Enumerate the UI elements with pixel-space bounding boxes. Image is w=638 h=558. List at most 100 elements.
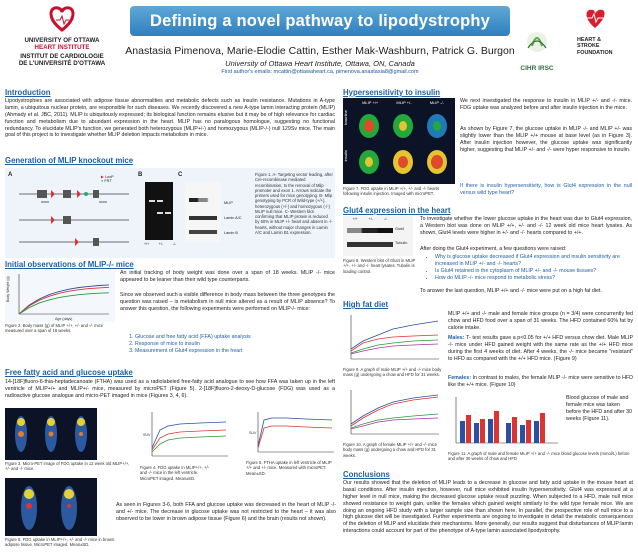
experiment-item: Glucose and free fatty acid (FFA) uptake… bbox=[135, 334, 334, 341]
gel-lane-wt: +/+ bbox=[144, 242, 150, 246]
hfd-males: Males: T- test results gave a p<0.05 for… bbox=[448, 335, 633, 363]
gel-lane-het: +/- bbox=[158, 242, 164, 246]
poster-title: Defining a novel pathway to lipodystroph… bbox=[130, 6, 510, 36]
legend-frt: FRT bbox=[104, 179, 112, 183]
bat-pet-image bbox=[21, 486, 77, 530]
wb-label-lamin-ac: Lamin A/C bbox=[224, 216, 242, 220]
row-label-baseline: baseline bbox=[343, 110, 348, 125]
wb-row-glut4: Glut4 bbox=[395, 227, 405, 231]
glut4-answer: To answer the last question, MLIP +/+ an… bbox=[420, 288, 602, 294]
figure6-bat-image bbox=[5, 478, 97, 536]
genotyping-gel-image bbox=[145, 182, 173, 240]
cihr-text: CIHR IRSC bbox=[520, 65, 554, 72]
wb-label-lamin-b: Lamin B bbox=[224, 231, 238, 235]
wb-col-ko: -/- bbox=[384, 217, 388, 221]
males-label: Males: bbox=[448, 335, 465, 341]
body-weight-chart: Body Weight (g) Age (days) bbox=[5, 270, 115, 322]
wb-col-wt: +/+ bbox=[352, 217, 358, 221]
males-text: T- test results gave a p<0.05 for +/+ HF… bbox=[448, 335, 633, 362]
pet-column-labels: MLIP +/+ MLIP +/- MLIP -/- bbox=[353, 100, 453, 105]
col-label-het: MLIP +/- bbox=[396, 100, 412, 105]
figure8-caption: Figure 8. Western blot of Glut4 in MLIP … bbox=[343, 258, 416, 274]
hfd-text3: Blood glucose of male and female mice wa… bbox=[566, 395, 632, 422]
institut-name: INSTITUT DE CARDIOLOGIE bbox=[20, 53, 104, 61]
hyper-question: If there is insulin hypersensitivity, ho… bbox=[460, 183, 632, 196]
heart-stroke-icon bbox=[586, 9, 605, 29]
figure7-pet-grid: baseline insulin MLIP +/+ MLIP +/- MLIP … bbox=[343, 98, 455, 184]
author-emails: First author's emails: mcattin@ottawahea… bbox=[221, 69, 419, 75]
hfd-females: Females: In contrast to males, the femal… bbox=[448, 375, 633, 389]
figure4-caption: Figure 4. FDG uptake in MLIP+/+, +/- and… bbox=[140, 465, 210, 481]
hyper-title: Hypersensitivity to insulin bbox=[343, 88, 441, 97]
initial-intro-text: An initial tracking of body weight was d… bbox=[120, 270, 335, 283]
figure3-micropet-image bbox=[5, 408, 97, 460]
glut4-questions: Why is glucose uptake decreased if Glut4… bbox=[424, 254, 632, 282]
panel-b-label: B bbox=[138, 172, 143, 178]
glut4-text1: To investigate whether the lower glucose… bbox=[420, 216, 632, 236]
experiment-item: Response of mice to insulin bbox=[135, 341, 334, 348]
intro-title: Introduction bbox=[5, 88, 51, 97]
ffa-text: 14-[18F]fluoro-6-thia-heptadecanoate (FT… bbox=[5, 379, 335, 399]
targeting-vector-diagram bbox=[19, 190, 129, 246]
question-item: Why is glucose uptake decreased if Glut4… bbox=[435, 254, 632, 268]
ffa-title: Free fatty acid and glucose uptake bbox=[5, 368, 133, 377]
glut4-title: Glut4 expression in the heart bbox=[343, 206, 451, 215]
initial-text2: Since we observed such a visible differe… bbox=[120, 292, 335, 312]
fdg-uptake-chart: SUV bbox=[140, 408, 230, 463]
heart-logo-line2: STROKE bbox=[577, 43, 600, 50]
initial-title: Initial observations of MLIP-/- mice bbox=[5, 260, 134, 269]
col-label-wt: MLIP +/+ bbox=[362, 100, 379, 105]
gel-lane-labels: +/+ +/- -/- bbox=[144, 242, 176, 246]
females-text: In contrast to males, the female MLIP -/… bbox=[448, 375, 633, 388]
institut-uo: DE L'UNIVERSITÉ D'OTTAWA bbox=[18, 60, 106, 68]
affiliation: University of Ottawa Heart Institute, Ot… bbox=[225, 59, 415, 68]
row-label-insulin: insulin bbox=[343, 150, 348, 162]
hyper-text1: We next investigated the response to ins… bbox=[460, 98, 632, 111]
figure2-caption: Figure 2. Body mass (g) of MLIP +/+, +/-… bbox=[5, 323, 104, 334]
hfd-title: High fat diet bbox=[343, 300, 389, 309]
wb-gene-labels: MLIP Lamin A/C Lamin B bbox=[224, 196, 242, 241]
intro-text: Lipodystrophies are associated with adip… bbox=[5, 98, 335, 139]
male-hfd-chart bbox=[343, 311, 443, 365]
generation-title: Generation of MLIP knockout mice bbox=[5, 156, 134, 165]
cihr-logo: CIHR IRSC bbox=[508, 24, 566, 74]
wb-column-labels: +/+ +/- -/- bbox=[347, 217, 393, 221]
heart-institute-name: HEART INSTITUTE bbox=[34, 44, 90, 52]
panel-a-label: A bbox=[8, 172, 13, 178]
authors: Anastasia Pimenova, Marie-Elodie Cattin,… bbox=[125, 45, 515, 57]
cihr-emblem-icon bbox=[527, 32, 547, 52]
hfd-text1: MLIP +/+ and -/- male and female mice gr… bbox=[448, 311, 633, 331]
vector-legend: ▶ LoxP ● FRT bbox=[101, 175, 114, 183]
question-item: Is Glut4 retained in the cytoplasm of ML… bbox=[435, 268, 632, 275]
wb-row-tubulin: Tubulin bbox=[395, 241, 408, 245]
blood-glucose-chart bbox=[448, 393, 560, 449]
uottawa-heart-institute-logo: UNIVERSITY OF OTTAWA HEART INSTITUTE INS… bbox=[6, 4, 118, 68]
females-label: Females: bbox=[448, 375, 471, 381]
bw-ylabel: Body Weight (g) bbox=[6, 276, 10, 302]
conclusions-text: Our results showed that the deletion of … bbox=[343, 480, 633, 535]
figure11-caption: Figure 11. A graph of male and female ML… bbox=[448, 451, 630, 462]
ffa-text2: As seen in Figures 3-6, both FFA and glu… bbox=[116, 502, 336, 522]
heart-logo-icon bbox=[49, 6, 75, 32]
figure10-caption: Figure 10. A graph of female MLIP +/+ an… bbox=[343, 442, 437, 458]
heart-logo-line3: FOUNDATION bbox=[577, 49, 613, 56]
figure6-caption: Figure 6. FDG uptake in MLIP+/+, +/- and… bbox=[5, 537, 115, 548]
hyper-text2: As shown by Figure 7, the glucose uptake… bbox=[460, 126, 632, 153]
question-item: How do MLIP -/- mice respond to metaboli… bbox=[435, 275, 632, 282]
figure3-caption: Figure 3. Micro-PET image of FDG uptake … bbox=[5, 461, 130, 472]
experiment-item: Measurement of Glut4 expression in the h… bbox=[135, 348, 334, 355]
heart-logo-line1: HEART & bbox=[577, 37, 601, 43]
pet-heart-images bbox=[359, 114, 447, 174]
figure1-panel: A ▶ LoxP ● FRT B +/+ +/- -/- C bbox=[5, 168, 335, 258]
ftha-uptake-chart: SUV bbox=[246, 408, 336, 458]
heart-stroke-logo: HEART & STROKE FOUNDATION bbox=[573, 6, 633, 72]
wb-col-het: +/- bbox=[368, 217, 374, 221]
conclusions-title: Conclusions bbox=[343, 470, 390, 479]
figure7-caption: Figure 7. FDG uptake in MLIP +/+, +/- an… bbox=[343, 186, 440, 197]
experiments-list: Glucose and free fatty acid (FFA) uptake… bbox=[124, 334, 334, 355]
fig4-ylabel: SUV bbox=[143, 433, 151, 437]
legend-loxp: LoxP bbox=[104, 175, 114, 179]
fig5-ylabel: SUV bbox=[249, 431, 257, 435]
micropet-mice-image bbox=[15, 416, 87, 452]
gel-lane-ko: -/- bbox=[172, 242, 176, 246]
